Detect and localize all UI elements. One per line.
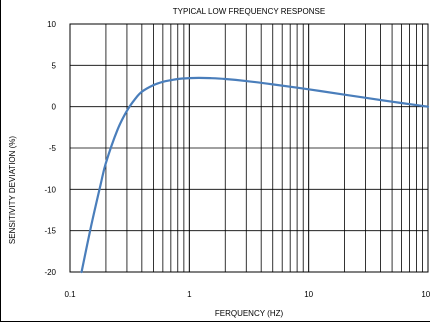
x-axis-title: FERQUENCY (HZ) bbox=[215, 309, 284, 318]
series-layer bbox=[80, 76, 430, 274]
y-axis-title: SENSITIVITY DEVIATION (%) bbox=[8, 136, 17, 245]
grid bbox=[70, 24, 428, 272]
y-tick-label: -5 bbox=[49, 144, 57, 153]
x-tick-label: 100 bbox=[421, 290, 430, 299]
series-line-0 bbox=[80, 76, 430, 274]
y-tick-label: 5 bbox=[52, 61, 57, 70]
y-tick-label: 0 bbox=[52, 103, 57, 112]
y-tick-label: -10 bbox=[44, 185, 56, 194]
plot-frame bbox=[69, 23, 429, 273]
x-tick-label: 1 bbox=[187, 290, 192, 299]
x-tick-label: 10 bbox=[304, 290, 313, 299]
x-tick-labels: 0.1 1 10 100 bbox=[64, 290, 430, 299]
chart-title: TYPICAL LOW FREQUENCY RESPONSE bbox=[173, 7, 325, 16]
y-tick-label: -20 bbox=[44, 268, 56, 277]
y-tick-label: -15 bbox=[44, 227, 56, 236]
x-tick-label: 0.1 bbox=[64, 290, 76, 299]
plot-border bbox=[69, 23, 429, 273]
y-tick-labels: 10 5 0 -5 -10 -15 -20 bbox=[44, 20, 56, 277]
y-tick-label: 10 bbox=[47, 20, 56, 29]
